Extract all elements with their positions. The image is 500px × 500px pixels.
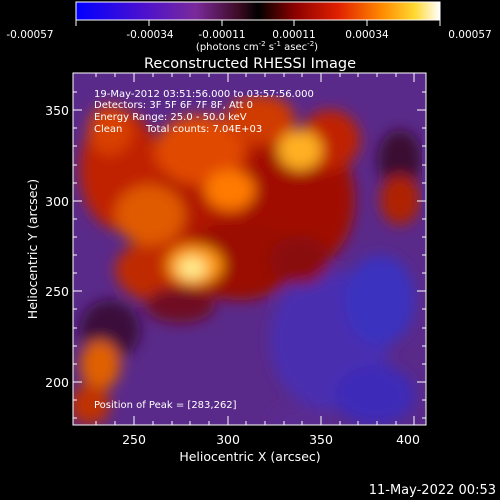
y-tick-label: 200: [45, 375, 69, 390]
y-tick-label: 250: [45, 284, 69, 299]
total-counts: Total counts: 7.04E+03: [145, 124, 262, 135]
colorbar-tick-label: 0.00034: [345, 29, 389, 41]
x-tick-label: 250: [122, 432, 146, 447]
colorbar-tick-label: -0.00034: [126, 29, 174, 41]
x-tick-label: 400: [396, 432, 420, 447]
y-tick-label: 300: [45, 194, 69, 209]
x-tick-label: 300: [216, 432, 240, 447]
detectors-info: Detectors: 3F 5F 6F 7F 8F, Att 0: [94, 100, 253, 111]
colorbar: -0.00057 -0.00034 -0.00011 0.00011 0.000…: [6, 1, 492, 53]
plot-title: Reconstructed RHESSI Image: [144, 56, 356, 72]
peak-position: Position of Peak = [283,262]: [94, 400, 237, 411]
plot-frame: [72, 72, 427, 426]
x-axis-label: Heliocentric X (arcsec): [179, 449, 320, 464]
y-axis-label: Heliocentric Y (arcsec): [25, 179, 40, 319]
x-tick-label: 350: [309, 432, 333, 447]
reconstruction-method: Clean: [94, 124, 122, 135]
rhessi-image: [73, 73, 426, 425]
colorbar-tick-label: 0.00011: [272, 29, 315, 41]
observation-time: 19-May-2012 03:51:56.000 to 03:57:56.000: [94, 89, 314, 100]
y-tick-label: 350: [45, 103, 69, 118]
energy-range: Energy Range: 25.0 - 50.0 keV: [94, 112, 247, 123]
colorbar-tick-label: -0.00057: [6, 29, 53, 41]
colorbar-units: (photons cm-2 s-1 asec-2): [196, 40, 318, 53]
colorbar-gradient: [75, 1, 441, 21]
colorbar-tick-label: -0.00011: [198, 29, 245, 41]
generation-timestamp: 11-May-2022 00:53: [369, 483, 496, 498]
colorbar-tick-label: 0.00057: [448, 29, 491, 41]
